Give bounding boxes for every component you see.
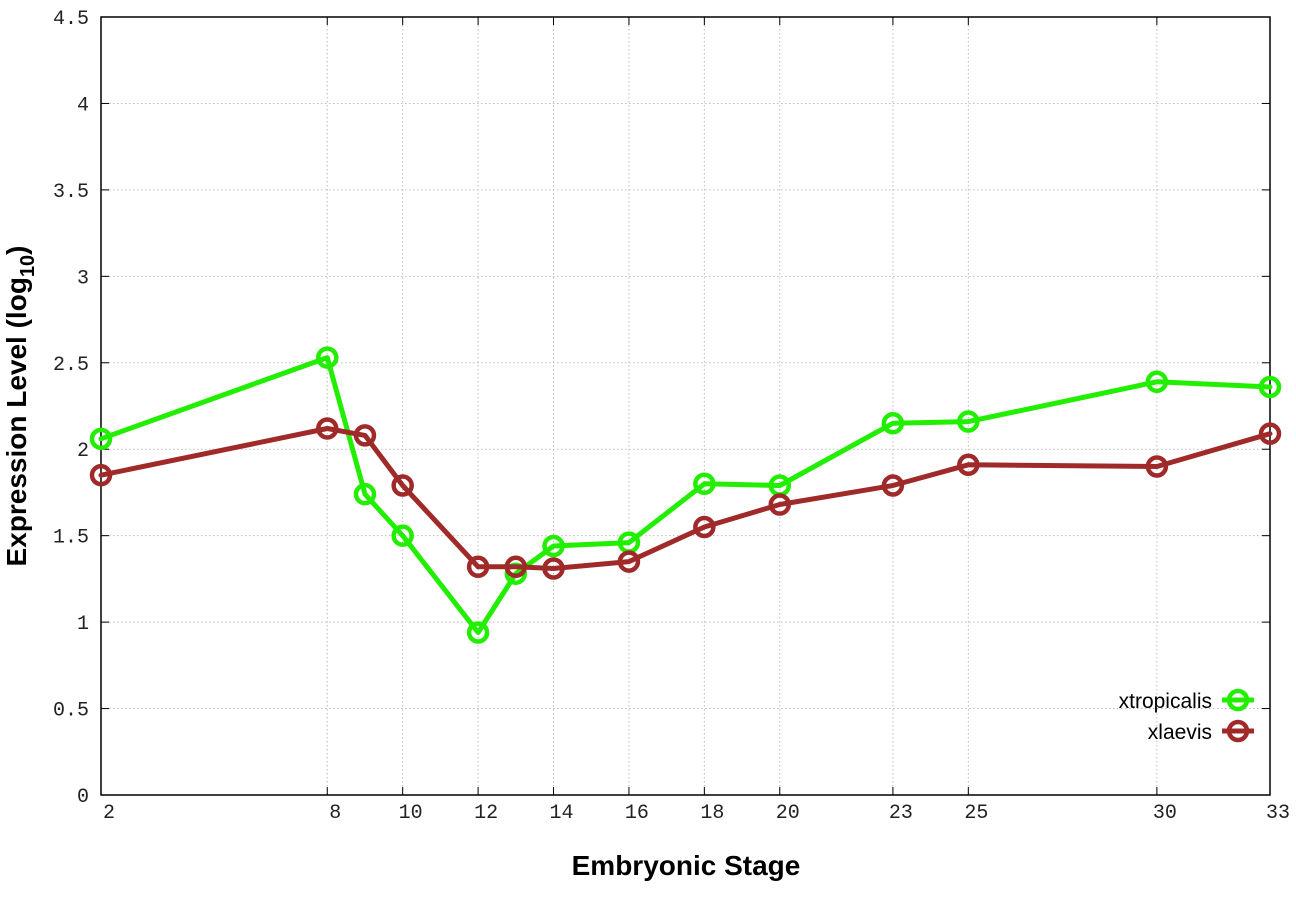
data-point-xlaevis-2 (353, 424, 377, 447)
legend: xtropicalis xlaevis (1119, 688, 1254, 744)
x-tick-label-18: 18 (700, 802, 724, 825)
y-tick-labels: 0 0.5 1 1.5 2 2.5 3 3.5 4 4.5 (53, 8, 89, 809)
x-tick-label-2: 2 (103, 802, 115, 825)
x-tick-labels: 2 8 10 12 14 16 18 20 23 25 30 33 (103, 802, 1290, 825)
x-tick-label-8: 8 (329, 802, 341, 825)
data-point-xtropicalis-12 (1145, 370, 1169, 394)
x-tick-label-16: 16 (625, 802, 649, 825)
grid-lines (101, 17, 1270, 795)
legend-marker-xtropicalis (1226, 688, 1250, 712)
series-line-xtropicalis (98, 355, 1273, 635)
y-tick-label-3: 1.5 (53, 527, 89, 550)
legend-item-xtropicalis: xtropicalis (1119, 688, 1254, 713)
y-axis-title-close: ) (1, 246, 32, 255)
series-xtropicalis (89, 346, 1282, 644)
series-xlaevis (89, 417, 1282, 580)
y-tick-label-0: 0 (77, 786, 89, 809)
data-point-xlaevis-9 (768, 493, 792, 516)
data-point-xlaevis-7 (617, 550, 641, 573)
data-point-xlaevis-1 (316, 417, 339, 440)
data-point-xtropicalis-10 (881, 412, 905, 435)
y-tick-label-4: 2 (77, 440, 89, 463)
series-lines (89, 346, 1282, 644)
data-point-xlaevis-13 (1258, 422, 1282, 445)
data-point-xlaevis-10 (881, 474, 905, 497)
y-tick-label-1: 0.5 (53, 700, 89, 723)
y-tick-label-7: 3.5 (53, 181, 89, 204)
y-tick-label-9: 4.5 (53, 8, 89, 31)
data-point-xlaevis-0 (89, 463, 113, 487)
data-point-xtropicalis-6 (542, 534, 565, 558)
x-axis-title: Embryonic Stage (572, 850, 801, 881)
data-point-xlaevis-4 (466, 555, 490, 579)
legend-marker-xlaevis (1226, 719, 1250, 743)
legend-item-xlaevis: xlaevis (1148, 719, 1254, 744)
data-point-xtropicalis-1 (316, 346, 339, 369)
data-point-xlaevis-8 (693, 515, 716, 539)
x-tick-label-23: 23 (889, 802, 913, 825)
x-tick-label-30: 30 (1153, 802, 1177, 825)
data-point-xtropicalis-3 (391, 524, 414, 547)
x-tick-label-33: 33 (1266, 802, 1290, 825)
data-point-xlaevis-11 (957, 453, 980, 477)
x-tick-label-20: 20 (776, 802, 800, 825)
x-tick-label-12: 12 (474, 802, 498, 825)
legend-label-xtropicalis: xtropicalis (1119, 690, 1212, 713)
x-tick-label-25: 25 (964, 802, 988, 825)
data-point-xlaevis-3 (391, 474, 414, 497)
plot-frame (100, 16, 1271, 796)
data-point-xtropicalis-11 (957, 410, 980, 433)
data-point-xtropicalis-0 (89, 427, 113, 451)
y-axis-title: Expression Level (log10) (1, 246, 39, 567)
data-point-xlaevis-12 (1145, 455, 1169, 478)
y-tick-label-8: 4 (77, 94, 89, 117)
y-tick-label-2: 1 (77, 613, 89, 636)
y-axis-title-main: Expression Level (log (1, 277, 32, 566)
data-point-xtropicalis-4 (466, 621, 490, 644)
data-point-xlaevis-5 (504, 555, 528, 579)
x-tick-label-14: 14 (550, 802, 574, 825)
axis-ticks (100, 16, 1271, 796)
legend-label-xlaevis: xlaevis (1148, 721, 1212, 744)
data-point-xtropicalis-2 (353, 482, 377, 506)
data-point-xlaevis-6 (542, 557, 565, 580)
y-tick-label-6: 3 (77, 267, 89, 290)
x-tick-label-10: 10 (399, 802, 423, 825)
data-point-xtropicalis-13 (1258, 375, 1282, 399)
y-tick-label-5: 2.5 (53, 354, 89, 377)
data-point-xtropicalis-8 (693, 472, 716, 496)
y-axis-title-subscript: 10 (17, 255, 39, 277)
